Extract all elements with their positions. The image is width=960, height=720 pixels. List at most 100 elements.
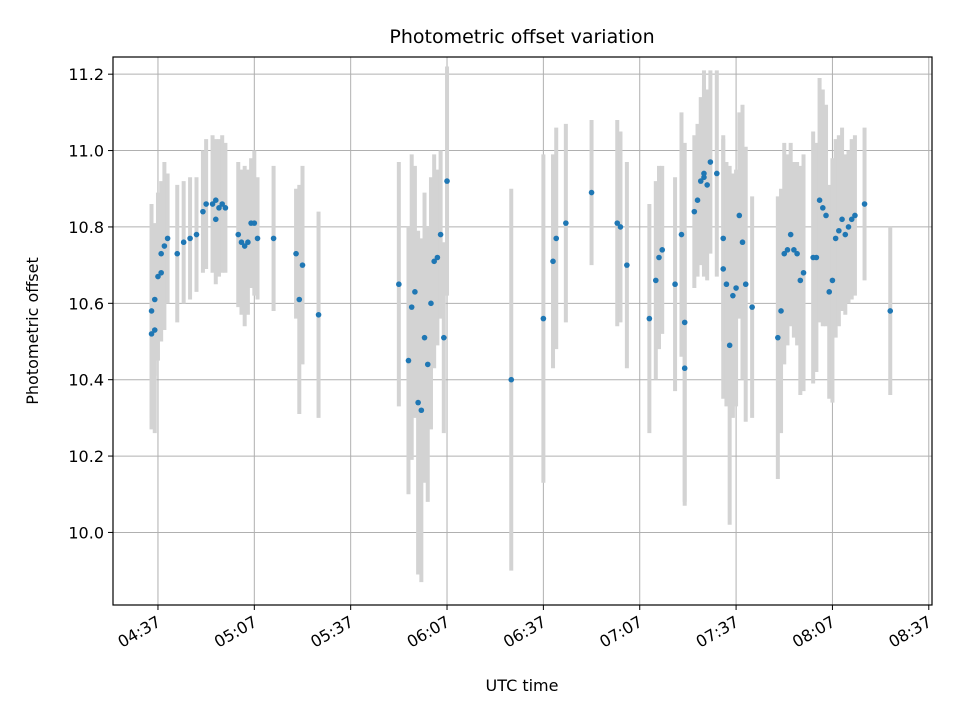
data-point: [842, 231, 849, 238]
plot-area-frame: [112, 56, 933, 606]
data-point: [813, 254, 820, 261]
data-point: [245, 239, 251, 246]
data-point: [421, 334, 428, 341]
data-point: [164, 235, 171, 242]
data-point: [775, 334, 781, 341]
data-point: [781, 250, 788, 257]
data-point: [151, 296, 158, 303]
data-point: [434, 254, 441, 261]
data-point: [209, 201, 216, 207]
data-point: [441, 334, 447, 341]
data-point: [861, 201, 868, 207]
data-point: [405, 357, 412, 364]
data-point: [697, 178, 704, 184]
data-point: [723, 281, 730, 288]
data-point: [852, 212, 858, 219]
x-axis-label: UTC time: [486, 676, 559, 695]
data-point: [251, 220, 258, 226]
data-point: [823, 212, 829, 219]
data-point: [588, 189, 595, 196]
data-point: [553, 235, 560, 242]
data-point: [691, 208, 698, 215]
data-point: [736, 212, 743, 219]
data-point: [704, 182, 710, 188]
y-axis-ticks: 10.0 10.2 10.4 10.6 10.8 11.0 11.2: [68, 65, 113, 542]
data-point: [437, 231, 444, 238]
data-point: [624, 262, 630, 268]
data-point: [742, 281, 749, 288]
data-point: [415, 399, 421, 406]
y-tick-label: 11.2: [68, 65, 104, 84]
data-point: [839, 216, 845, 223]
y-tick-label: 11.0: [68, 142, 104, 161]
data-point: [180, 239, 187, 246]
data-point: [887, 308, 894, 314]
data-point: [508, 376, 515, 383]
data-point: [254, 235, 261, 242]
data-point: [216, 205, 222, 211]
data-point: [848, 216, 855, 223]
data-point: [431, 258, 437, 265]
data-point: [797, 277, 804, 284]
data-point: [148, 308, 155, 314]
data-point: [444, 178, 450, 184]
data-point: [235, 231, 242, 238]
data-point: [614, 220, 621, 226]
data-point: [550, 258, 556, 265]
data-point: [424, 361, 431, 368]
data-point: [161, 243, 168, 249]
data-point: [296, 296, 303, 303]
data-point: [270, 235, 277, 242]
data-point: [832, 235, 839, 242]
data-point: [726, 342, 733, 349]
data-point: [694, 197, 701, 204]
chart-title: Photometric offset variation: [389, 26, 654, 48]
data-point: [656, 254, 662, 261]
data-point: [778, 308, 784, 314]
data-point: [681, 365, 688, 372]
data-point: [412, 289, 418, 295]
data-point: [540, 315, 547, 322]
data-point: [845, 224, 852, 230]
data-point: [299, 262, 306, 268]
data-point: [820, 205, 826, 211]
data-point: [158, 269, 164, 276]
data-point: [681, 319, 688, 326]
y-axis-label: Photometric offset: [23, 257, 42, 405]
data-point: [829, 277, 836, 284]
data-point: [212, 197, 219, 204]
data-point: [617, 224, 624, 230]
data-point: [784, 247, 791, 253]
data-point: [672, 281, 678, 288]
data-point: [730, 292, 736, 299]
data-point: [720, 235, 727, 242]
data-point: [238, 239, 245, 246]
data-point: [749, 304, 755, 310]
data-point: [151, 327, 158, 333]
data-point: [659, 247, 666, 253]
data-point: [418, 407, 425, 414]
y-tick-label: 10.4: [68, 371, 104, 390]
data-point: [222, 205, 229, 211]
data-point: [646, 315, 653, 322]
data-point: [720, 266, 727, 272]
y-tick-label: 10.2: [68, 447, 104, 466]
data-point: [816, 197, 823, 204]
data-point: [733, 285, 739, 291]
data-point: [707, 159, 714, 165]
data-point: [193, 231, 200, 238]
data-point: [158, 250, 164, 257]
data-point: [787, 231, 794, 238]
grid: [113, 57, 932, 605]
data-point: [174, 250, 181, 257]
data-point: [652, 277, 659, 284]
data-point: [241, 243, 248, 249]
data-point: [701, 170, 707, 177]
data-point: [678, 231, 685, 238]
data-point: [739, 239, 746, 246]
data-point: [315, 311, 322, 318]
data-point: [826, 289, 833, 295]
data-point: [187, 235, 193, 242]
data-point: [791, 247, 797, 253]
